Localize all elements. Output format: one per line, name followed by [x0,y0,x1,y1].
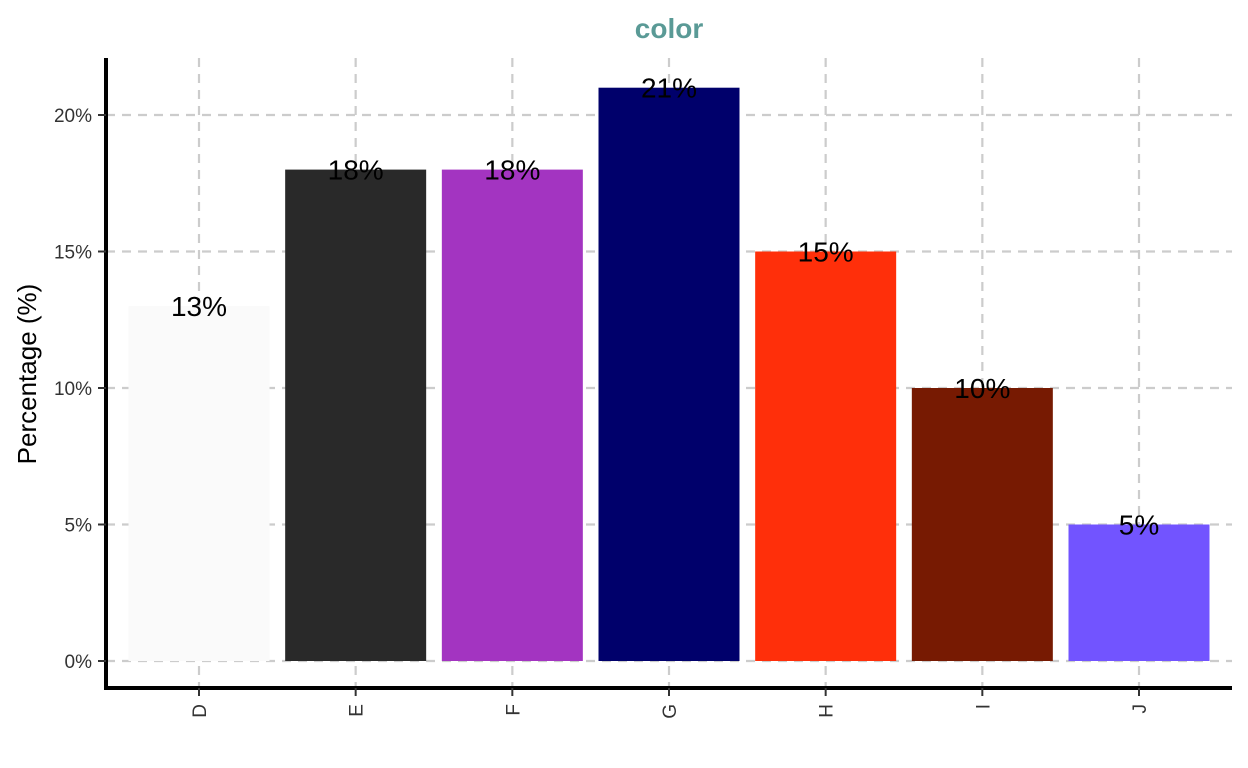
y-tick-label-3: 15% [54,243,92,264]
bar-G [598,87,740,661]
x-ticks-group: D E F G H I J [190,688,1151,719]
bar-I [911,388,1053,661]
x-tick-label-E: E [347,704,368,717]
data-label-D: 13% [171,291,227,322]
y-tick-label-2: 10% [54,379,92,400]
y-tick-label-0: 0% [65,652,93,673]
y-ticks-group: 0% 5% 10% 15% 20% [54,106,106,673]
data-labels-group: 13% 18% 18% 21% 15% 10% 5% [171,73,1159,541]
x-tick-label-G: G [660,704,681,719]
bar-D [128,306,270,661]
y-tick-label-1: 5% [65,516,93,537]
data-label-J: 5% [1119,510,1159,541]
bar-J [1068,524,1210,661]
chart-title: color [635,13,704,44]
data-label-I: 10% [954,373,1010,404]
bars-group [128,87,1210,661]
x-tick-label-H: H [817,704,838,718]
y-tick-label-4: 20% [54,106,92,127]
x-tick-label-J: J [1130,704,1151,714]
x-tick-label-F: F [503,704,524,716]
bar-E [285,169,427,661]
bar-F [441,169,583,661]
data-label-G: 21% [641,73,697,104]
x-tick-label-I: I [973,704,994,709]
x-tick-label-D: D [190,704,211,718]
y-axis-label: Percentage (%) [12,284,42,465]
data-label-F: 18% [484,155,540,186]
bar-H [755,251,897,661]
data-label-H: 15% [798,237,854,268]
data-label-E: 18% [328,155,384,186]
